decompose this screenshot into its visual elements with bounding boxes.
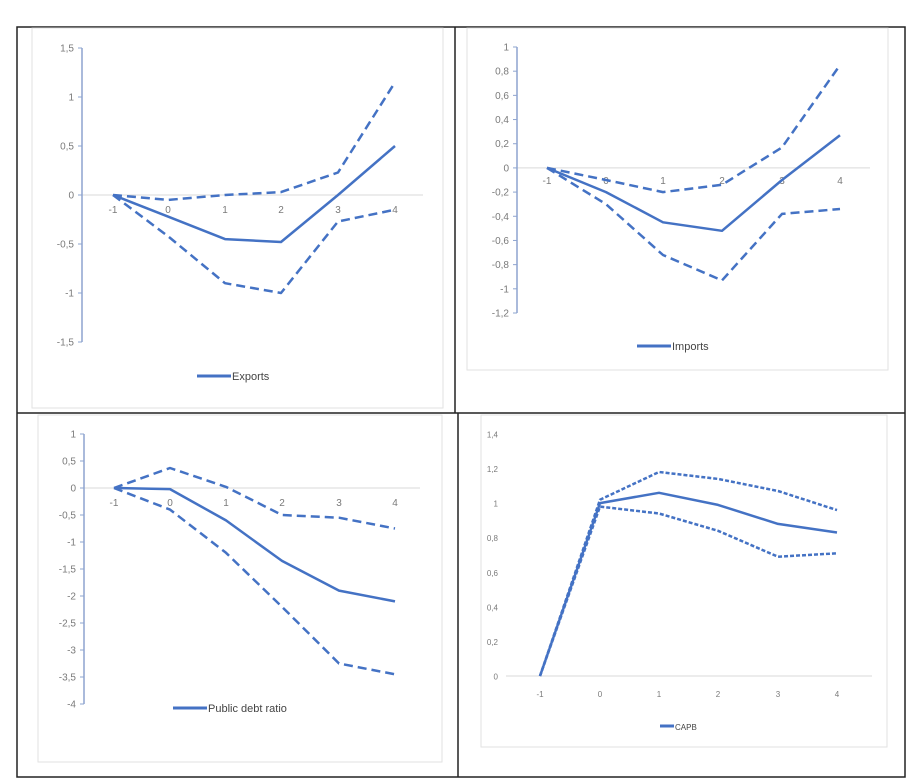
chart-panel-imports: 1 0,8 0,6 0,4 0,2 0 -0,2 -0,4 -0,6 -0,8 -1 -1,2 -1 0 1… bbox=[466, 27, 889, 371]
y-tick-label: 0,2 bbox=[495, 139, 509, 150]
x-tick-label: 0 bbox=[603, 176, 609, 187]
chart-panel-exports: 1,5 1 0,5 0 -0,5 -1 -1,5 -1 0 1 2 3 4 Exports bbox=[31, 27, 444, 409]
x-tick-label: 0 bbox=[165, 205, 171, 216]
x-tick-label: 1 bbox=[657, 690, 662, 699]
y-tick-label: 0 bbox=[70, 484, 76, 495]
y-tick-label: -3 bbox=[67, 646, 76, 657]
x-tick-label: -1 bbox=[543, 176, 552, 187]
legend-label: Exports bbox=[232, 371, 270, 383]
y-tick-label: -3,5 bbox=[59, 673, 77, 684]
y-tick-label: 0,2 bbox=[487, 638, 499, 647]
x-tick-label: 1 bbox=[222, 205, 228, 216]
y-tick-label: 1 bbox=[503, 43, 509, 54]
y-tick-label: -0,5 bbox=[59, 511, 77, 522]
x-tick-label: -1 bbox=[109, 205, 118, 216]
legend-label: CAPB bbox=[675, 723, 697, 732]
y-tick-label: 0,8 bbox=[495, 67, 509, 78]
y-tick-label: -2 bbox=[67, 592, 76, 603]
x-tick-label: 4 bbox=[837, 176, 843, 187]
series-line-upper-bound bbox=[538, 470, 838, 677]
y-tick-label: -1,2 bbox=[492, 309, 510, 320]
x-tick-label: 3 bbox=[336, 498, 342, 509]
y-tick-label: 1 bbox=[70, 430, 76, 441]
y-tick-label: -0,5 bbox=[57, 240, 75, 251]
y-tick-label: -2,5 bbox=[59, 619, 77, 630]
chart-frame bbox=[31, 27, 444, 409]
chart-frame bbox=[466, 27, 889, 371]
y-tick-label: -4 bbox=[67, 700, 76, 711]
y-tick-label: -1 bbox=[67, 538, 76, 549]
series-line-upper-bound bbox=[546, 64, 842, 194]
y-tick-label: 1,4 bbox=[487, 431, 499, 440]
x-tick-label: 3 bbox=[335, 205, 341, 216]
series-line-lower-bound bbox=[546, 166, 841, 282]
series-line-exports bbox=[112, 145, 396, 244]
chart-panel-public-debt-ratio: 1 0,5 0 -0,5 -1 -1,5 -2 -2,5 -3 -3,5 -4 -1 0 1 2 3 4 Publ… bbox=[37, 414, 443, 763]
legend-label: Public debt ratio bbox=[208, 703, 287, 715]
table-borders bbox=[16, 26, 906, 778]
y-tick-label: -0,2 bbox=[492, 188, 510, 199]
series-line-public-debt-ratio bbox=[113, 486, 396, 603]
y-tick-label: 0,6 bbox=[487, 569, 499, 578]
x-tick-label: 1 bbox=[660, 176, 666, 187]
y-tick-label: 1 bbox=[494, 500, 499, 509]
legend-label: Imports bbox=[672, 341, 709, 353]
y-tick-label: 0 bbox=[503, 163, 509, 174]
y-tick-label: 1 bbox=[68, 93, 74, 104]
y-tick-label: 0,8 bbox=[487, 534, 499, 543]
series-line-capb bbox=[538, 491, 838, 677]
y-tick-label: -0,8 bbox=[492, 260, 510, 271]
x-tick-label: 0 bbox=[167, 498, 173, 509]
x-tick-label: 2 bbox=[279, 498, 285, 509]
y-tick-label: -1,5 bbox=[57, 338, 75, 349]
y-tick-label: 0,4 bbox=[487, 603, 499, 612]
x-tick-label: 2 bbox=[278, 205, 284, 216]
x-tick-label: 4 bbox=[392, 205, 398, 216]
y-tick-label: 1,5 bbox=[60, 44, 74, 55]
y-tick-label: -1,5 bbox=[59, 565, 77, 576]
y-tick-label: 0,6 bbox=[495, 91, 509, 102]
series-line-lower-bound bbox=[538, 505, 838, 677]
y-tick-label: -1 bbox=[65, 289, 74, 300]
x-tick-label: 3 bbox=[776, 690, 781, 699]
x-tick-label: 1 bbox=[223, 498, 229, 509]
x-tick-label: 4 bbox=[392, 498, 398, 509]
x-tick-label: 2 bbox=[716, 690, 721, 699]
y-tick-label: -0,4 bbox=[492, 212, 510, 223]
series-line-lower-bound bbox=[113, 486, 396, 676]
y-tick-label: -1 bbox=[500, 284, 509, 295]
chart-panel-capb: 1,4 1,2 1 0,8 0,6 0,4 0,2 0 -1 0 1 2 3 4 CAPB bbox=[480, 414, 888, 748]
x-tick-label: 0 bbox=[598, 690, 603, 699]
y-tick-label: -0,6 bbox=[492, 236, 510, 247]
y-tick-label: 0 bbox=[68, 191, 74, 202]
series-line-upper-bound bbox=[113, 466, 396, 530]
chart-frame bbox=[37, 414, 443, 763]
y-tick-label: 1,2 bbox=[487, 465, 499, 474]
x-tick-label: -1 bbox=[536, 690, 544, 699]
series-line-upper-bound bbox=[112, 81, 397, 202]
series-line-lower-bound bbox=[112, 193, 396, 295]
x-tick-label: 4 bbox=[835, 690, 840, 699]
series-line-imports bbox=[546, 134, 841, 233]
x-tick-label: 2 bbox=[719, 176, 725, 187]
y-tick-label: 0,4 bbox=[495, 115, 509, 126]
y-tick-label: 0,5 bbox=[62, 457, 76, 468]
y-tick-label: 0 bbox=[494, 673, 499, 682]
x-tick-label: -1 bbox=[110, 498, 119, 509]
y-tick-label: 0,5 bbox=[60, 142, 74, 153]
chart-frame bbox=[480, 414, 888, 748]
